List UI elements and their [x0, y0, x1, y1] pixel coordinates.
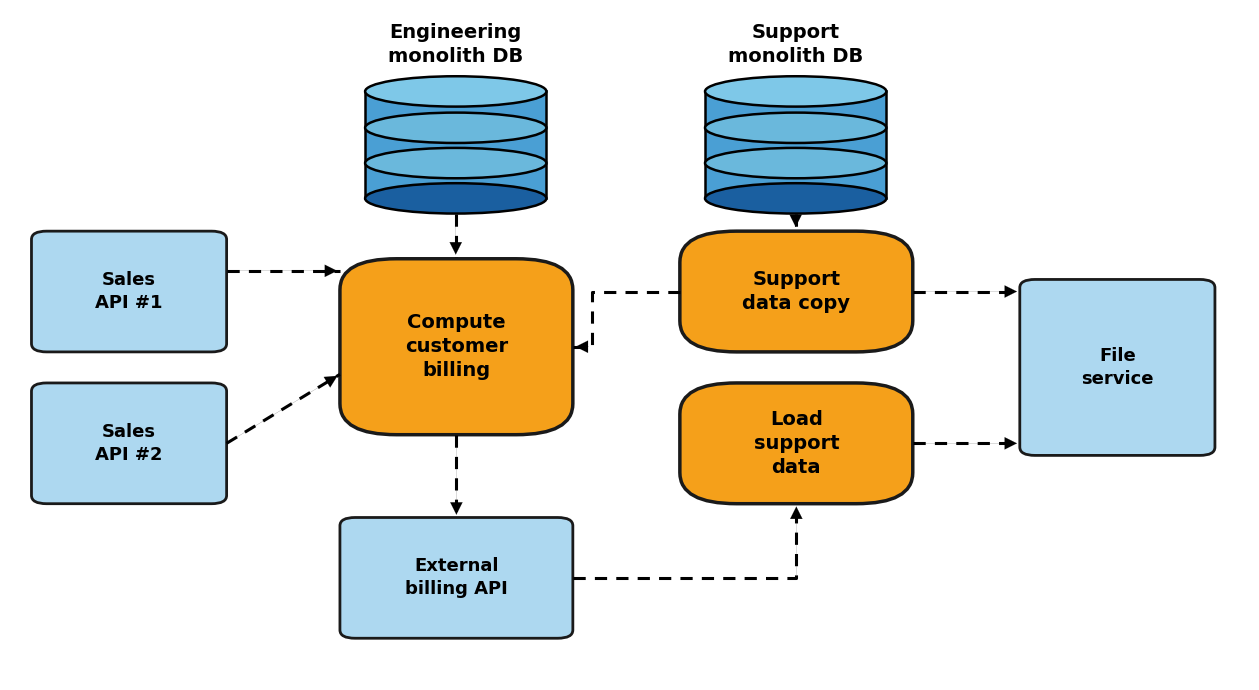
FancyBboxPatch shape: [680, 231, 913, 352]
Ellipse shape: [705, 148, 886, 178]
FancyBboxPatch shape: [340, 518, 573, 638]
Text: File
service: File service: [1081, 347, 1153, 388]
Text: Load
support
data: Load support data: [753, 410, 840, 477]
Ellipse shape: [705, 112, 886, 143]
Ellipse shape: [705, 183, 886, 214]
Polygon shape: [705, 91, 886, 199]
Ellipse shape: [365, 112, 546, 143]
FancyBboxPatch shape: [680, 383, 913, 504]
Text: External
billing API: External billing API: [405, 558, 507, 598]
FancyBboxPatch shape: [31, 231, 227, 352]
Ellipse shape: [365, 148, 546, 178]
Text: Support
data copy: Support data copy: [743, 270, 850, 313]
FancyBboxPatch shape: [340, 259, 573, 435]
Text: Support
monolith DB: Support monolith DB: [728, 23, 864, 66]
Text: Sales
API #1: Sales API #1: [96, 271, 162, 312]
Ellipse shape: [705, 77, 886, 106]
FancyBboxPatch shape: [31, 383, 227, 504]
Text: Sales
API #2: Sales API #2: [96, 423, 162, 464]
Polygon shape: [365, 91, 546, 199]
FancyBboxPatch shape: [1020, 279, 1215, 455]
Ellipse shape: [365, 183, 546, 214]
Text: Engineering
monolith DB: Engineering monolith DB: [388, 23, 524, 66]
Text: Compute
customer
billing: Compute customer billing: [405, 313, 507, 380]
Ellipse shape: [365, 77, 546, 106]
